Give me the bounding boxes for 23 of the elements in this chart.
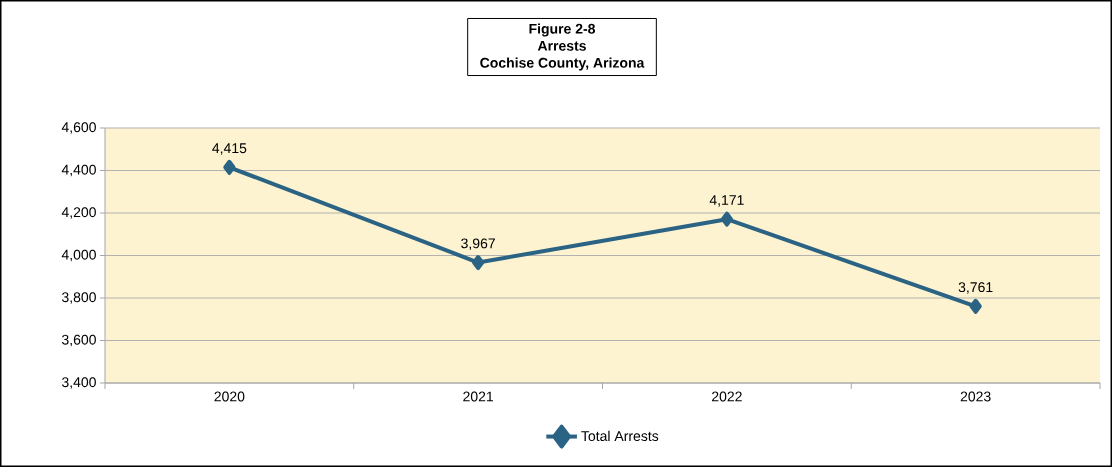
chart-subtitle: Arrests xyxy=(537,40,586,51)
point xyxy=(472,255,485,271)
point xyxy=(969,298,982,314)
text: Cochise County, Arizona xyxy=(480,57,645,71)
legend-label: Total Arrests xyxy=(581,430,659,442)
y-tick-label: 3,600 xyxy=(61,334,96,347)
y-tick-label: 4,400 xyxy=(61,164,96,177)
y-tick-label: 3,400 xyxy=(61,377,96,389)
y-tick-label: 3,800 xyxy=(61,292,96,304)
x-tick-label: 2023 xyxy=(960,391,991,402)
data-label: 3,967 xyxy=(461,238,495,250)
y-tick-label: 4,600 xyxy=(61,122,96,134)
data-label: 4,415 xyxy=(212,143,247,155)
y-tick-label: 4,000 xyxy=(61,249,96,262)
x-tick-label: 2021 xyxy=(463,391,494,402)
data-label: 4,171 xyxy=(709,195,744,207)
chart-title: Figure 2-8 xyxy=(529,23,596,37)
point xyxy=(720,211,734,227)
x-tick-label: 2022 xyxy=(712,391,742,402)
data-label: 3,761 xyxy=(958,282,993,294)
y-tick-label: 4,200 xyxy=(61,207,96,219)
point xyxy=(223,159,236,175)
x-tick-label: 2020 xyxy=(214,391,245,402)
